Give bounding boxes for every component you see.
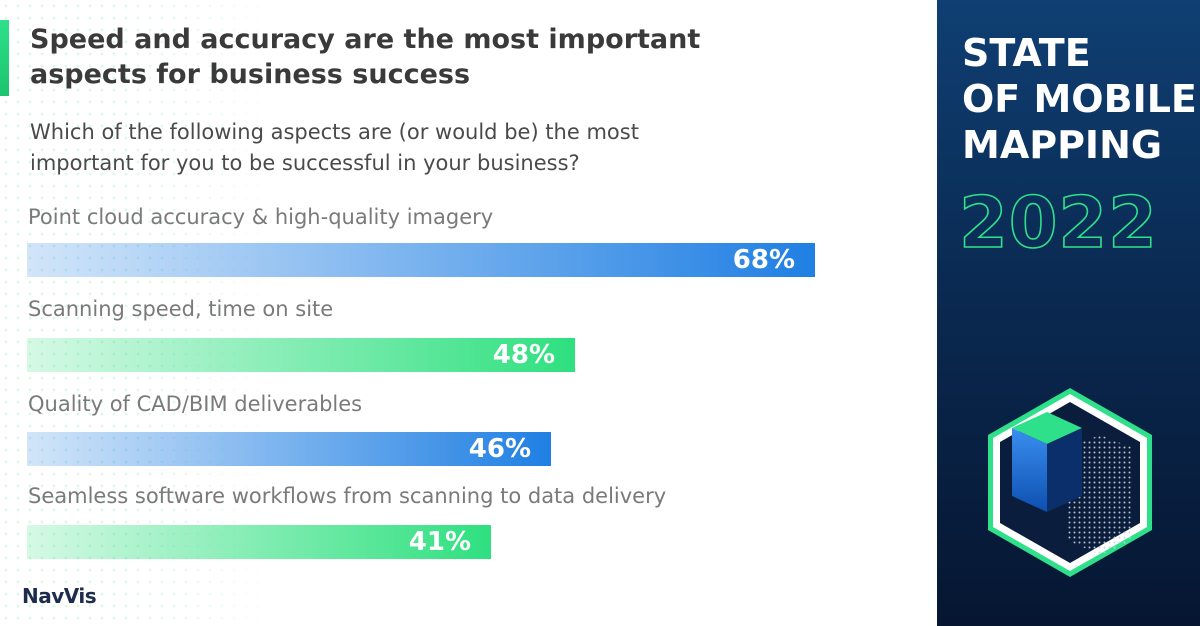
- category-label: Scanning speed, time on site: [28, 297, 334, 321]
- background-fade: [120, 0, 937, 626]
- hexagon-graphic: [988, 388, 1152, 577]
- category-label: Point cloud accuracy & high-quality imag…: [28, 205, 494, 229]
- sidebar-title: STATE: [962, 31, 1091, 75]
- category-label: Seamless software workflows from scannin…: [28, 484, 667, 508]
- value-label: 46%: [468, 434, 531, 464]
- sidebar-title: OF MOBILE: [962, 77, 1197, 121]
- logo: NavVis: [22, 584, 97, 608]
- sidebar-year: 2022: [958, 181, 1158, 265]
- value-label: 48%: [492, 340, 555, 370]
- title-accent: [0, 20, 9, 96]
- chart-panel: Speed and accuracy are the most importan…: [0, 0, 937, 626]
- bar: [27, 338, 575, 372]
- sidebar-title: MAPPING: [962, 123, 1163, 167]
- bar: [27, 243, 815, 277]
- bar: [27, 432, 551, 466]
- sidebar: STATE OF MOBILE MAPPING 2022: [937, 0, 1200, 626]
- chart-subtitle: Which of the following aspects are (or w…: [30, 120, 639, 175]
- bar: [27, 525, 491, 559]
- value-label: 41%: [408, 527, 471, 557]
- category-label: Quality of CAD/BIM deliverables: [28, 392, 363, 416]
- chart-title: Speed and accuracy are the most importan…: [30, 24, 701, 90]
- value-label: 68%: [732, 245, 795, 275]
